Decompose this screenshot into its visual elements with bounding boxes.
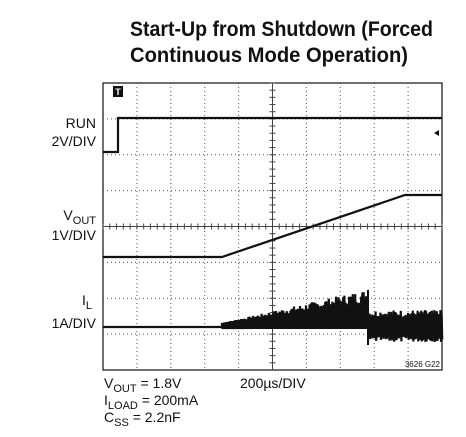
condition: ILOAD = 200mA [104,392,199,412]
cond-sub: SS [114,417,129,429]
cond-sub: OUT [113,383,137,395]
trigger-marker [113,86,123,97]
figure-id: 3626 G22 [405,360,441,369]
cond-main: V [104,375,114,391]
il-trace [103,292,444,342]
title: Start-Up from Shutdown (Forced [130,18,433,41]
timebase: 200µs/DIV [240,375,306,391]
level-arrow [434,130,439,136]
cond-sub: LOAD [108,400,138,412]
vout-trace [103,193,442,259]
name-sub: L [86,300,92,312]
name-sub: OUT [73,215,97,227]
channel-name: RUN [66,115,96,131]
cond-main: I [104,392,108,408]
condition: CSS = 2.2nF [104,409,181,429]
condition: VOUT = 1.8V [104,375,182,395]
channel-name: VOUT [63,207,96,227]
run-trace [103,116,442,154]
cond-main: C [104,409,114,425]
cond-rest: = 1.8V [137,375,182,391]
channel-scale: 1A/DIV [52,315,97,331]
channel-scale: 1V/DIV [52,227,97,243]
channel-scale: 2V/DIV [52,133,97,149]
name-main: I [82,292,86,308]
trigger-label: T [115,87,121,97]
cond-rest: = 2.2nF [129,409,181,425]
cond-rest: = 200mA [138,392,199,408]
traces [103,116,444,345]
name-main: V [63,207,73,223]
title: Continuous Mode Operation) [130,44,408,67]
channel-name: IL [82,292,92,312]
